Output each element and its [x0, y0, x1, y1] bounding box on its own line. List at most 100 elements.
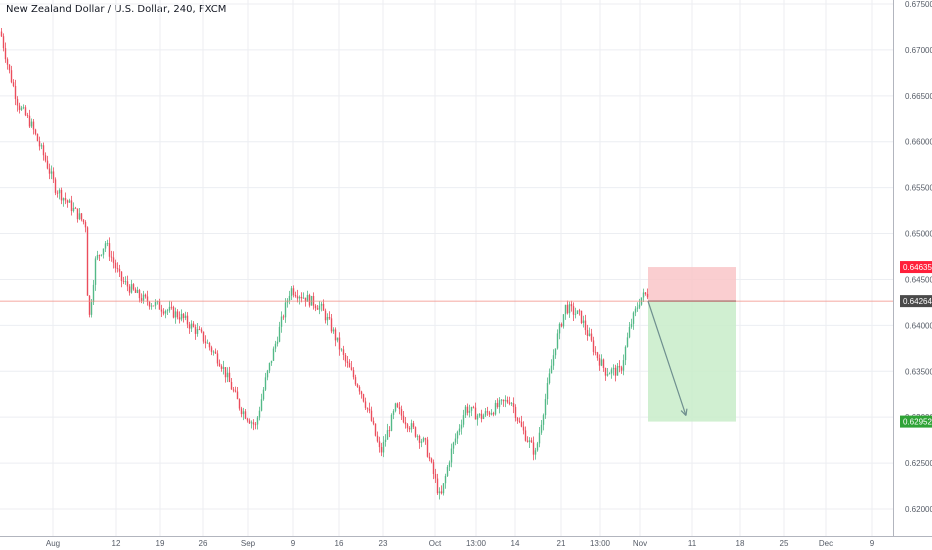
candle-body — [500, 399, 503, 401]
candle-body — [186, 315, 189, 325]
candle-body — [634, 308, 637, 313]
candle-body — [470, 406, 473, 411]
candle-body — [338, 337, 341, 350]
candle-body — [508, 402, 511, 404]
candle-body — [496, 402, 499, 408]
candle-body — [88, 295, 91, 315]
candle-body — [432, 462, 435, 475]
candle-body — [494, 402, 497, 415]
candle-body — [598, 358, 601, 366]
candle-body — [40, 145, 43, 147]
candle-body — [622, 360, 625, 371]
y-tick-label: 0.63500 — [905, 367, 932, 376]
candle-body — [132, 284, 135, 290]
candle-body — [322, 303, 325, 311]
candle-body — [30, 121, 33, 127]
candle-body — [342, 349, 345, 355]
candle-body — [418, 436, 421, 443]
candle-body — [166, 310, 169, 312]
candle-body — [358, 386, 361, 392]
candle-body — [554, 348, 557, 356]
candle-body — [216, 353, 219, 364]
candle-body — [538, 432, 541, 444]
candle-body — [302, 297, 305, 299]
candle-body — [108, 243, 111, 257]
candle-body — [468, 410, 471, 413]
candle-body — [174, 311, 177, 318]
candle-body — [448, 462, 451, 467]
candle-body — [588, 333, 591, 336]
candle-body — [10, 70, 13, 83]
candle-body — [570, 304, 573, 307]
candle-body — [400, 409, 403, 416]
candle-body — [580, 310, 583, 323]
candle-body — [98, 255, 101, 256]
trade-zones — [648, 267, 736, 422]
candle-body — [606, 374, 609, 376]
candle-body — [434, 474, 437, 479]
candle-body — [498, 400, 501, 408]
candle-body — [488, 412, 491, 415]
candle-body — [228, 372, 231, 382]
candle-body — [268, 362, 271, 371]
candle-body — [324, 310, 327, 321]
candle-body — [168, 306, 171, 311]
candle-body — [262, 389, 265, 400]
candle-body — [582, 320, 585, 323]
arrow-head — [685, 408, 688, 416]
candle-body — [252, 422, 255, 425]
candle-body — [624, 346, 627, 361]
candle-body — [610, 369, 613, 374]
candle-body — [366, 407, 369, 409]
candle-body — [66, 200, 69, 203]
x-tick-label: 14 — [511, 539, 520, 548]
candle-body — [456, 431, 459, 439]
candle-body — [22, 107, 25, 109]
candle-body — [72, 207, 75, 212]
candle-body — [82, 219, 85, 223]
x-tick-label: 16 — [335, 539, 344, 548]
candle-body — [454, 438, 457, 443]
candle-body — [128, 286, 131, 293]
candle-body — [306, 294, 309, 302]
stop-price-badge — [900, 261, 932, 274]
candle-body — [380, 447, 383, 453]
candle-body — [224, 367, 227, 378]
candle-body — [270, 360, 273, 363]
candle-body — [462, 415, 465, 425]
candle-body — [238, 399, 241, 409]
candle-body — [80, 213, 83, 220]
candle-body — [404, 422, 407, 425]
candle-body — [190, 323, 193, 329]
candle-body — [334, 329, 337, 341]
candle-body — [14, 85, 17, 99]
y-tick-label: 0.64500 — [905, 275, 932, 284]
candle-body — [530, 440, 533, 443]
x-tick-label: 25 — [780, 539, 789, 548]
candle-body — [156, 301, 159, 303]
candle-body — [218, 363, 221, 367]
candle-body — [460, 424, 463, 429]
candle-body — [212, 351, 215, 353]
candle-body — [220, 366, 223, 369]
candle-body — [134, 289, 137, 293]
y-tick-label: 0.67000 — [905, 46, 932, 55]
y-tick-label: 0.67500 — [905, 0, 932, 9]
candle-body — [0, 31, 3, 37]
candle-body — [256, 417, 259, 425]
candle-body — [390, 414, 393, 431]
candle-body — [204, 341, 207, 344]
candle-body — [474, 407, 477, 420]
candle-body — [44, 155, 47, 161]
candle-body — [364, 401, 367, 408]
candle-body — [90, 302, 93, 315]
candle-body — [52, 171, 55, 180]
candle-body — [196, 328, 199, 334]
candle-body — [458, 428, 461, 432]
candle-body — [642, 292, 645, 298]
candle-body — [184, 315, 187, 318]
candle-body — [122, 281, 125, 282]
candle-body — [140, 298, 143, 302]
